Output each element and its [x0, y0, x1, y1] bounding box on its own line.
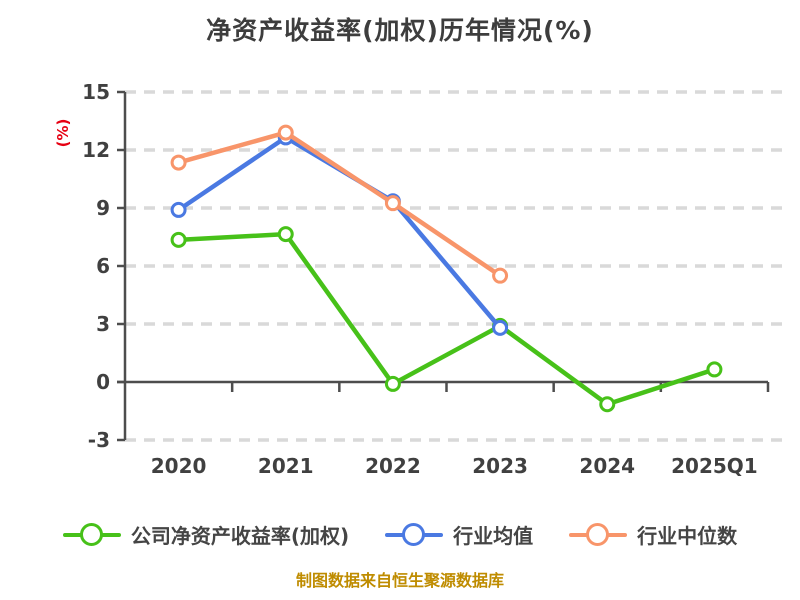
- legend-item-company-roe[interactable]: 公司净资产收益率(加权): [62, 520, 350, 549]
- y-tick-label: 15: [82, 80, 110, 104]
- industry-median-legend-marker-icon: [569, 522, 628, 548]
- series-marker-industry-median: [277, 124, 294, 141]
- company-roe-legend-marker-icon: [62, 522, 121, 548]
- legend-item-industry-average[interactable]: 行业均值: [385, 520, 533, 549]
- y-tick-label: 0: [96, 370, 110, 394]
- x-tick-label: 2021: [258, 454, 314, 478]
- legend-label-industry-average: 行业均值: [453, 524, 534, 548]
- series-marker-industry-median: [384, 195, 401, 212]
- series-marker-industry-average: [170, 201, 187, 218]
- series-marker-industry-average: [492, 319, 509, 336]
- y-tick-label: 9: [96, 196, 110, 220]
- series-line-industry-median: [176, 130, 503, 278]
- legend-item-industry-median[interactable]: 行业中位数: [569, 520, 737, 549]
- y-tick-label: 6: [96, 254, 110, 278]
- y-tick-label: 3: [96, 312, 110, 336]
- chart-legend: 公司净资产收益率(加权) 行业均值 行业中位数: [0, 520, 800, 549]
- series-marker-industry-median: [170, 154, 187, 171]
- series-marker-company-roe: [706, 361, 723, 378]
- x-tick-label: 2023: [472, 454, 528, 478]
- y-tick-label: 12: [82, 138, 110, 162]
- chart-title: 净资产收益率(加权)历年情况(%): [206, 16, 594, 45]
- series-marker-company-roe: [384, 375, 401, 392]
- x-tick-label: 2022: [365, 454, 421, 478]
- series-marker-company-roe: [170, 231, 187, 248]
- series-marker-company-roe: [277, 226, 294, 243]
- series-line-company-roe: [176, 231, 717, 407]
- data-source-note: 制图数据来自恒生聚源数据库: [295, 571, 504, 590]
- legend-label-company-roe: 公司净资产收益率(加权): [130, 524, 350, 548]
- legend-label-industry-median: 行业中位数: [637, 524, 738, 548]
- y-tick-label: -3: [88, 428, 110, 452]
- x-tick-label: 2025Q1: [671, 454, 758, 478]
- industry-average-legend-marker-icon: [385, 522, 444, 548]
- series-marker-industry-median: [492, 267, 509, 284]
- x-tick-label: 2020: [151, 454, 207, 478]
- x-tick-label: 2024: [579, 454, 635, 478]
- series-marker-company-roe: [599, 396, 616, 413]
